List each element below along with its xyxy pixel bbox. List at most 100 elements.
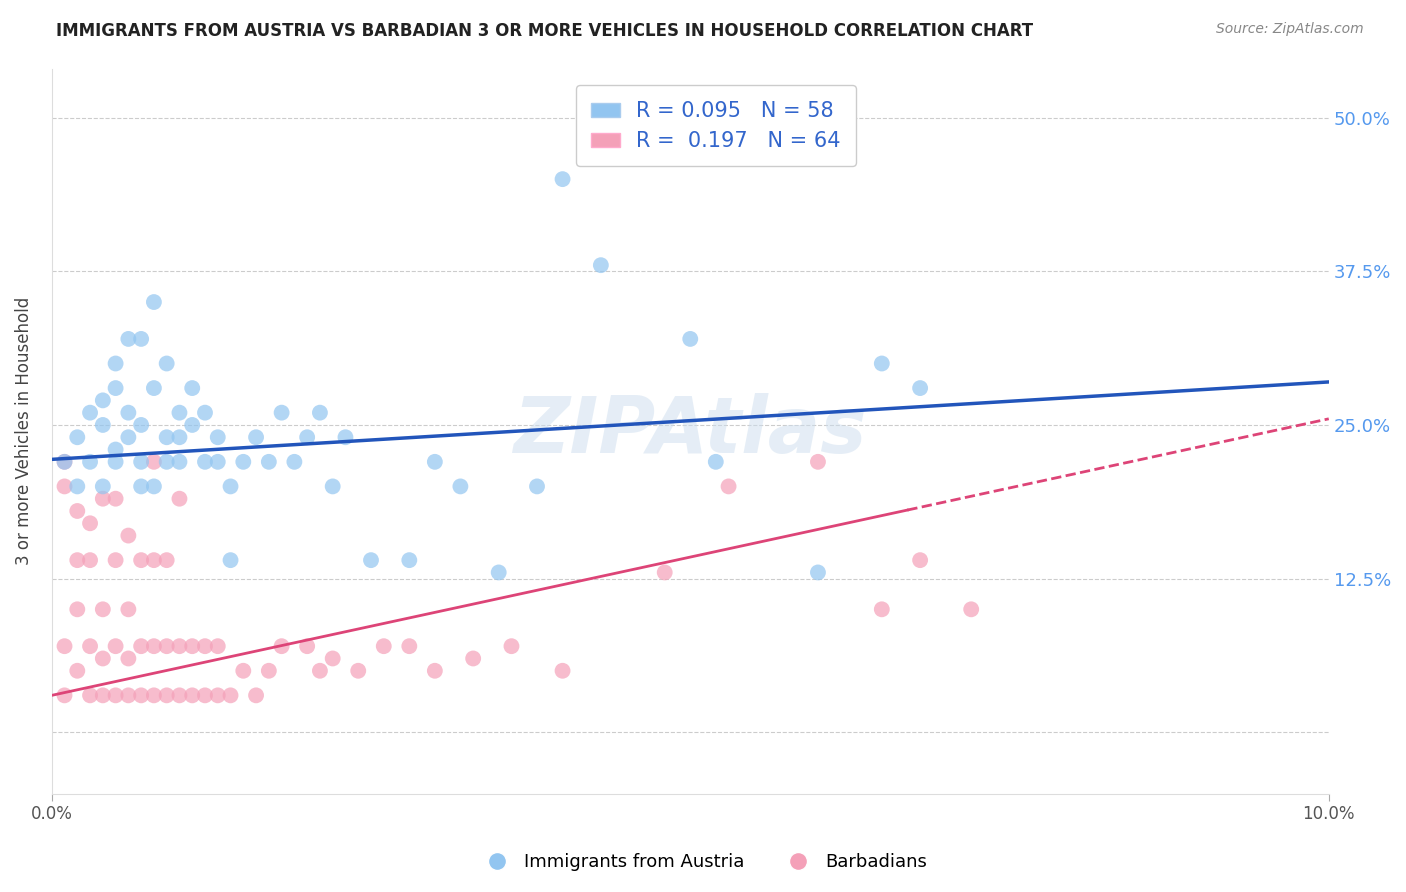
Point [704,455,727,469]
Point [398,553,420,567]
Point [232,455,254,469]
Point [960,602,983,616]
Point [66,479,89,493]
Point [347,664,370,678]
Point [908,381,931,395]
Point [309,664,332,678]
Point [104,455,127,469]
Point [129,417,152,432]
Point [295,639,318,653]
Point [91,602,114,616]
Point [207,639,229,653]
Point [79,639,101,653]
Point [219,553,242,567]
Point [169,491,191,506]
Point [551,664,574,678]
Point [66,553,89,567]
Point [717,479,740,493]
Point [245,430,267,444]
Point [219,689,242,703]
Point [117,689,139,703]
Point [194,455,217,469]
Point [104,491,127,506]
Point [335,430,357,444]
Point [679,332,702,346]
Point [79,406,101,420]
Text: IMMIGRANTS FROM AUSTRIA VS BARBADIAN 3 OR MORE VEHICLES IN HOUSEHOLD CORRELATION: IMMIGRANTS FROM AUSTRIA VS BARBADIAN 3 O… [56,22,1033,40]
Point [194,689,217,703]
Point [117,406,139,420]
Point [129,455,152,469]
Point [169,639,191,653]
Point [449,479,471,493]
Y-axis label: 3 or more Vehicles in Household: 3 or more Vehicles in Household [15,297,32,566]
Point [53,455,76,469]
Point [156,430,179,444]
Point [79,553,101,567]
Point [870,357,893,371]
Point [488,566,510,580]
Point [104,357,127,371]
Point [219,479,242,493]
Point [91,417,114,432]
Point [207,430,229,444]
Point [232,664,254,678]
Point [117,332,139,346]
Point [194,406,217,420]
Point [117,430,139,444]
Point [53,689,76,703]
Point [207,689,229,703]
Point [142,455,165,469]
Point [91,689,114,703]
Point [104,639,127,653]
Point [169,406,191,420]
Point [870,602,893,616]
Point [53,639,76,653]
Point [117,528,139,542]
Point [551,172,574,186]
Point [270,406,292,420]
Point [283,455,305,469]
Point [66,430,89,444]
Point [908,553,931,567]
Point [295,430,318,444]
Point [129,689,152,703]
Point [156,455,179,469]
Point [194,639,217,653]
Point [66,504,89,518]
Point [156,689,179,703]
Point [117,602,139,616]
Point [142,689,165,703]
Point [79,689,101,703]
Point [181,639,204,653]
Point [270,639,292,653]
Point [66,664,89,678]
Point [91,651,114,665]
Point [373,639,395,653]
Point [169,455,191,469]
Point [142,553,165,567]
Point [257,455,280,469]
Point [79,455,101,469]
Point [322,651,344,665]
Point [589,258,612,272]
Point [807,566,830,580]
Point [807,455,830,469]
Point [463,651,485,665]
Point [104,442,127,457]
Legend: Immigrants from Austria, Barbadians: Immigrants from Austria, Barbadians [471,847,935,879]
Point [654,566,676,580]
Point [423,664,446,678]
Text: Source: ZipAtlas.com: Source: ZipAtlas.com [1216,22,1364,37]
Point [91,479,114,493]
Point [309,406,332,420]
Point [104,689,127,703]
Point [156,357,179,371]
Point [360,553,382,567]
Point [169,689,191,703]
Point [501,639,523,653]
Point [129,332,152,346]
Point [169,430,191,444]
Point [53,455,76,469]
Point [398,639,420,653]
